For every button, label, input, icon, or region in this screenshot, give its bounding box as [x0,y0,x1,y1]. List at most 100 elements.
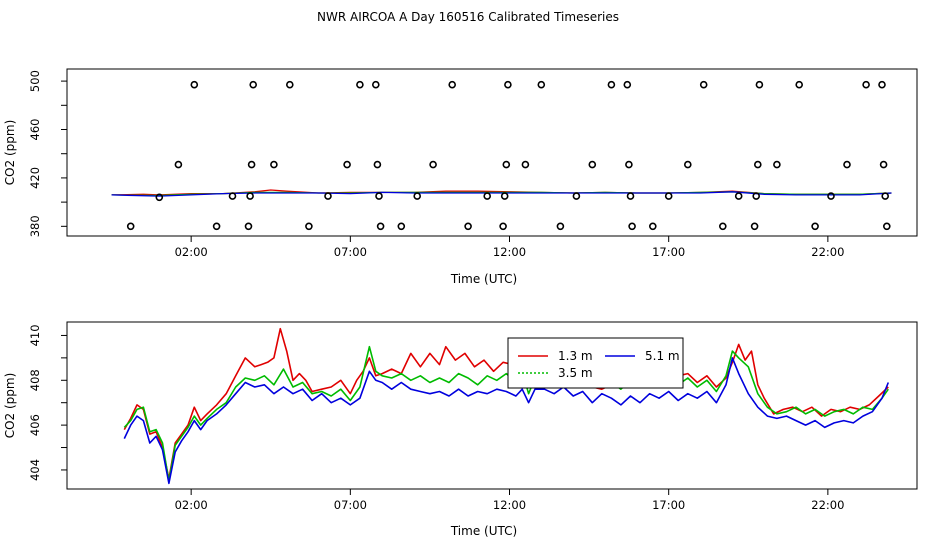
figure-title: NWR AIRCOA A Day 160516 Calibrated Times… [317,10,619,24]
upper-data-point [648,222,657,231]
upper-data-point [375,192,383,200]
legend-label-5-1m: 5.1 m [645,349,680,363]
upper-data-point [464,222,472,231]
upper-data-point [628,222,636,231]
legend-label-3-5m: 3.5 m [558,366,593,380]
upper-data-point [881,192,890,200]
lower-x-tick-label: 02:00 [175,498,208,512]
upper-data-point [753,160,762,169]
upper-data-point [664,192,673,200]
upper-y-tick-label: 420 [28,167,42,189]
lower-y-axis-label: CO2 (ppm) [3,373,17,439]
upper-data-point [718,222,727,231]
upper-data-point [343,160,351,169]
upper-data-point [429,160,437,169]
upper-data-point [626,192,635,200]
upper-data-point [373,160,382,169]
upper-data-point [827,192,835,200]
legend: 1.3 m 5.1 m 3.5 m [507,337,684,389]
upper-data-point [683,160,692,169]
upper-y-tick-label: 380 [28,215,42,237]
upper-y-tick-label: 500 [28,70,42,92]
upper-data-point [734,192,743,200]
upper-data-point [305,222,313,231]
upper-data-point [190,80,199,89]
upper-data-point [537,80,546,89]
upper-data-point [500,192,509,200]
upper-y-tick-label: 460 [28,119,42,141]
lower-x-tick-label: 17:00 [652,498,685,512]
upper-data-point [623,80,632,89]
upper-data-point [228,192,237,200]
upper-panel: 02:00 07:00 12:00 17:00 22:00 380 420 460 500 T… [3,68,918,286]
lower-y-tick-label: 410 [28,324,42,346]
upper-x-axis: 02:00 07:00 12:00 17:00 22:00 [175,236,844,259]
upper-data-point [879,160,888,169]
upper-data-point [521,160,530,169]
upper-data-point [413,192,422,200]
upper-data-point [502,160,511,169]
upper-data-point [397,222,406,231]
upper-data-point [572,192,581,200]
upper-data-point [773,160,781,169]
lower-panel-series [123,327,890,485]
upper-data-point [499,222,507,231]
lower-series-line-5-1-m [123,357,890,485]
lower-series-line-1-3-m [123,327,889,480]
upper-data-point [878,80,886,89]
lower-y-axis: 404 406 408 410 [28,324,67,481]
upper-data-point [212,222,221,231]
upper-data-point [247,160,256,169]
upper-y-axis: 380 420 460 500 [28,70,67,237]
upper-data-point [699,80,708,89]
upper-data-point [811,222,819,231]
lower-x-tick-label: 22:00 [811,498,844,512]
upper-data-point [625,160,633,169]
upper-data-point [504,80,512,89]
lower-panel-frame [66,321,918,490]
upper-data-point [795,80,804,89]
upper-panel-points [126,80,891,231]
upper-panel-frame [66,68,918,237]
lower-y-tick-label: 406 [28,414,42,436]
upper-x-tick-label: 17:00 [652,245,685,259]
upper-data-point [244,222,253,231]
upper-data-point [285,80,294,89]
upper-x-tick-label: 12:00 [493,245,526,259]
upper-data-point [126,222,135,231]
lower-x-tick-label: 07:00 [334,498,367,512]
upper-data-point [483,192,492,200]
lower-x-axis-label: Time (UTC) [450,524,517,538]
lower-panel: 02:00 07:00 12:00 17:00 22:00 404 406 408 410 T… [3,321,918,538]
lower-x-axis: 02:00 07:00 12:00 17:00 22:00 [175,489,844,512]
upper-data-point [752,192,761,200]
lower-series-line-3-5-m [123,345,889,482]
upper-x-tick-label: 22:00 [811,245,844,259]
lower-y-tick-label: 404 [28,459,42,481]
upper-data-point [155,193,164,202]
upper-x-axis-label: Time (UTC) [450,272,517,286]
upper-x-tick-label: 02:00 [175,245,208,259]
upper-data-point [174,160,183,169]
upper-data-point [607,80,616,89]
upper-data-point [249,80,257,89]
upper-data-point [448,80,457,89]
upper-data-point [882,222,891,231]
upper-series-line-5-1-m [111,191,892,197]
upper-data-point [862,80,870,89]
lower-y-tick-label: 408 [28,369,42,391]
legend-box [507,337,684,389]
upper-data-point [324,192,332,200]
upper-data-point [246,192,254,200]
upper-data-point [376,222,385,231]
upper-data-point [843,160,851,169]
legend-label-1-3m: 1.3 m [558,349,593,363]
upper-data-point [755,80,764,89]
upper-data-point [356,80,364,89]
upper-data-point [750,222,759,231]
upper-y-axis-label: CO2 (ppm) [3,120,17,186]
upper-data-point [556,222,565,231]
upper-data-point [270,160,278,169]
upper-data-point [588,160,597,169]
